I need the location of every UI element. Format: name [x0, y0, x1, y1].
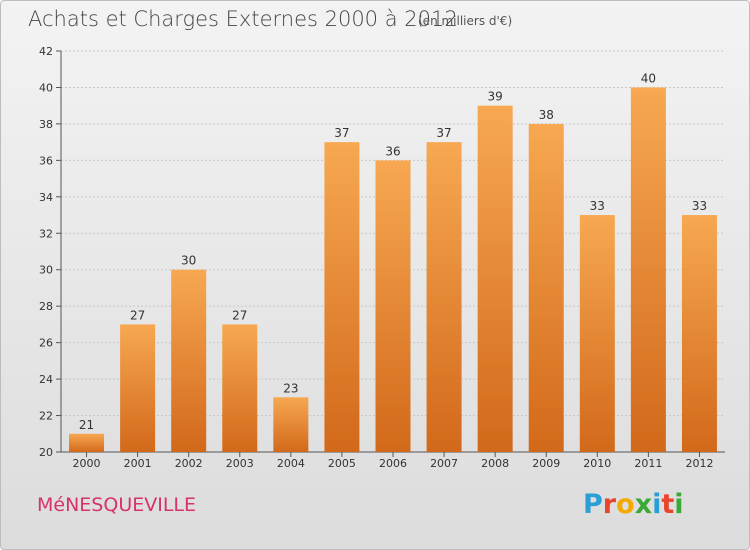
x-tick-label: 2004	[277, 457, 305, 470]
y-tick-label: 42	[39, 45, 53, 58]
x-tick-label: 2010	[583, 457, 611, 470]
logo-letter: r	[602, 489, 617, 520]
data-label: 27	[232, 308, 247, 322]
bar	[222, 324, 258, 452]
data-label: 27	[130, 308, 145, 322]
chart-subtitle: (en milliers d'€)	[418, 14, 513, 28]
x-tick-label: 2008	[481, 457, 509, 470]
data-label: 21	[79, 418, 94, 432]
x-tick-label: 2002	[175, 457, 203, 470]
proxiti-logo: Proxiti	[583, 489, 684, 520]
data-label: 39	[488, 90, 503, 104]
data-label: 33	[692, 199, 707, 213]
logo-letter: x	[634, 489, 653, 520]
bar	[681, 215, 717, 452]
chart-title: Achats et Charges Externes 2000 à 2012	[28, 7, 458, 31]
y-tick-label: 32	[39, 227, 53, 240]
x-tick-label: 2011	[634, 457, 662, 470]
bar	[273, 397, 309, 452]
x-tick-label: 2005	[328, 457, 356, 470]
x-tick-label: 2007	[430, 457, 458, 470]
labels: 2000 21 2001 27 2002 30 2003 27 2004 23 2005 37 2006…	[73, 71, 714, 470]
y-tick-label: 40	[39, 81, 53, 94]
x-tick-label: 2009	[532, 457, 560, 470]
y-tick-label: 20	[39, 446, 53, 459]
bar	[528, 123, 564, 452]
data-label: 33	[590, 199, 605, 213]
x-tick-label: 2003	[226, 457, 254, 470]
y-tick-label: 30	[39, 264, 53, 277]
bar	[171, 269, 207, 452]
y-tick-label: 22	[39, 410, 53, 423]
data-label: 38	[539, 108, 554, 122]
data-label: 23	[283, 381, 298, 395]
y-tick-label: 36	[39, 154, 53, 167]
data-label: 36	[385, 144, 400, 158]
y-tick-label: 26	[39, 337, 53, 350]
bar	[120, 324, 156, 452]
logo-letter: i	[674, 489, 684, 520]
x-tick-label: 2001	[124, 457, 152, 470]
data-label: 40	[641, 71, 656, 85]
bar	[579, 215, 615, 452]
data-label: 30	[181, 254, 196, 268]
x-tick-label: 2000	[73, 457, 101, 470]
y-tick-label: 28	[39, 300, 53, 313]
bar	[375, 160, 411, 452]
logo-letter: t	[661, 489, 675, 520]
bar	[477, 105, 513, 452]
x-tick-label: 2012	[685, 457, 713, 470]
logo-letter: o	[616, 489, 635, 520]
logo-letter: i	[652, 489, 662, 520]
bar	[324, 142, 360, 453]
y-tick-label: 24	[39, 373, 53, 386]
y-tick-label: 34	[39, 191, 53, 204]
commune-name: MéNESQUEVILLE	[37, 494, 197, 516]
data-label: 37	[334, 126, 349, 140]
bar	[630, 87, 666, 453]
data-label: 37	[436, 126, 451, 140]
bars	[69, 87, 717, 453]
logo-letter: P	[583, 489, 603, 520]
x-tick-label: 2006	[379, 457, 407, 470]
bar	[426, 142, 462, 453]
bar	[69, 433, 105, 452]
y-tick-label: 38	[39, 118, 53, 131]
